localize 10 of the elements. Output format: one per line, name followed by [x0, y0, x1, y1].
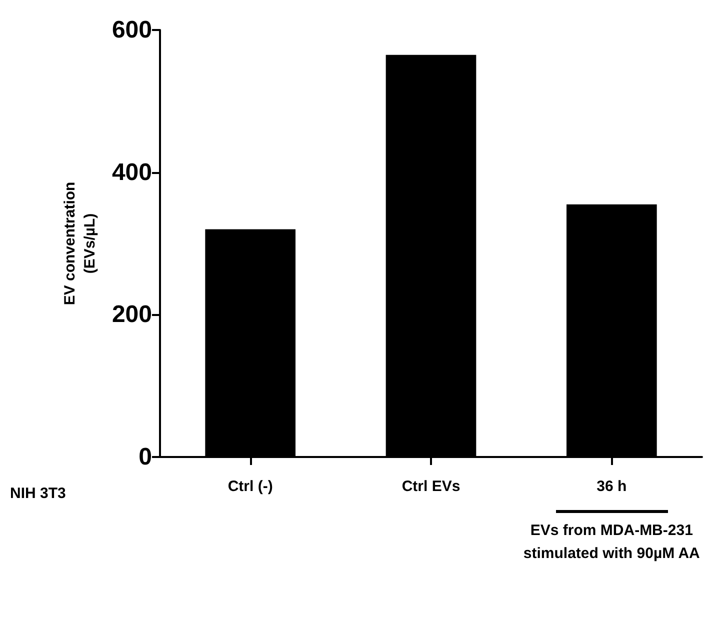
y-tick-label: 0 [138, 444, 152, 470]
x-tick-label: 36 h [596, 478, 627, 495]
y-tick-label: 400 [112, 158, 152, 186]
x-tick-label: Ctrl EVs [402, 478, 460, 495]
y-tick-label: 200 [112, 301, 152, 328]
y-axis-title: EV conventration (EVs/µL) [62, 182, 98, 306]
text: EVs from MDA-MB-231 stimulated with 90µM AA [522, 521, 701, 564]
text: NIH 3T3 [10, 485, 66, 502]
y-tick-label: 600 [112, 16, 152, 44]
x-tick-label: Ctrl (-) [228, 478, 273, 495]
